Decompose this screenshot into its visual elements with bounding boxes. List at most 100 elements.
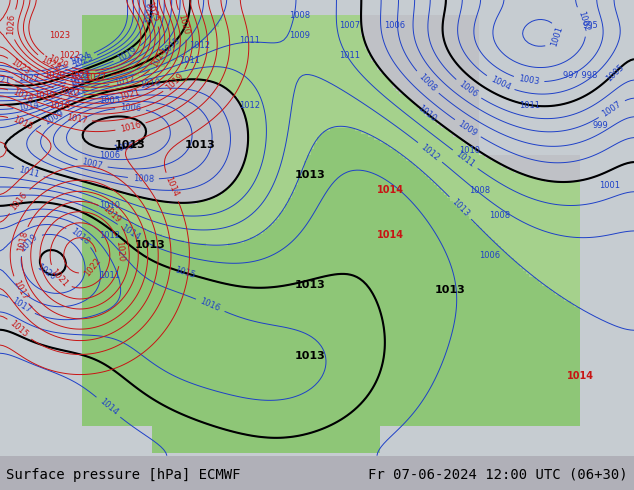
Text: 1005: 1005	[604, 62, 626, 83]
Text: 1011: 1011	[240, 36, 261, 45]
Text: 1006: 1006	[100, 151, 120, 160]
Text: 1005: 1005	[113, 142, 136, 154]
Text: Surface pressure [hPa] ECMWF: Surface pressure [hPa] ECMWF	[6, 467, 241, 482]
Text: 1004: 1004	[489, 75, 512, 92]
Text: 1011: 1011	[519, 100, 541, 110]
Text: 1009: 1009	[290, 30, 311, 40]
Text: 1019: 1019	[18, 232, 39, 253]
Text: 1016: 1016	[68, 74, 91, 90]
Text: 1014: 1014	[17, 99, 40, 113]
Text: 1019: 1019	[34, 91, 56, 99]
Text: 1013: 1013	[184, 140, 216, 150]
Text: 1005: 1005	[100, 96, 120, 105]
Text: 1011: 1011	[179, 55, 200, 65]
Text: 1013: 1013	[295, 350, 325, 361]
Text: 1012: 1012	[240, 100, 261, 110]
Text: 1024: 1024	[150, 47, 169, 70]
Text: 1020: 1020	[146, 1, 157, 23]
Text: 1026: 1026	[6, 14, 16, 35]
Text: 1014: 1014	[98, 397, 119, 417]
Text: 1018: 1018	[68, 226, 91, 246]
Text: 1022: 1022	[60, 50, 81, 60]
Text: 1014: 1014	[119, 223, 142, 243]
Text: 1014: 1014	[377, 185, 403, 196]
Text: 1013: 1013	[295, 170, 325, 180]
Text: 1024: 1024	[68, 51, 91, 67]
Text: 1008: 1008	[469, 186, 491, 195]
Text: 1027: 1027	[85, 72, 107, 82]
Text: 1014: 1014	[567, 370, 593, 381]
Text: 1023: 1023	[49, 30, 70, 40]
Text: 1020: 1020	[35, 262, 57, 282]
Text: 1003: 1003	[518, 74, 540, 87]
Text: 1008: 1008	[133, 174, 154, 184]
Text: 1008: 1008	[489, 211, 510, 220]
Text: 1023: 1023	[72, 53, 94, 69]
Text: 1017: 1017	[68, 72, 91, 87]
Text: 1021: 1021	[70, 71, 91, 79]
Text: 1013: 1013	[134, 241, 165, 250]
Text: 1009: 1009	[43, 108, 65, 126]
Text: Fr 07-06-2024 12:00 UTC (06+30): Fr 07-06-2024 12:00 UTC (06+30)	[368, 467, 628, 482]
Text: 1020: 1020	[176, 13, 191, 36]
Text: 1016: 1016	[9, 190, 29, 212]
Text: 1012: 1012	[100, 231, 120, 240]
Text: 1018: 1018	[49, 100, 70, 110]
Text: 1028: 1028	[39, 54, 62, 73]
Text: 1018: 1018	[16, 230, 30, 253]
Text: 1018: 1018	[69, 69, 92, 84]
Text: 1011: 1011	[339, 50, 361, 60]
Text: 999: 999	[592, 121, 608, 130]
Text: 1006: 1006	[120, 103, 141, 113]
Text: 1015: 1015	[11, 115, 34, 132]
Text: 1025: 1025	[144, 1, 160, 24]
Text: 1022: 1022	[82, 256, 103, 278]
Text: 1019: 1019	[165, 71, 186, 92]
Text: 1011: 1011	[454, 149, 476, 169]
Text: 1010: 1010	[416, 103, 438, 123]
Text: 1007: 1007	[600, 99, 623, 119]
Text: 1012: 1012	[113, 74, 136, 88]
Text: 1022: 1022	[58, 85, 80, 98]
Text: 1007: 1007	[81, 157, 104, 171]
Text: 1014: 1014	[164, 175, 181, 198]
Text: 1022: 1022	[18, 74, 39, 83]
Text: 1006: 1006	[457, 79, 479, 99]
Text: 1017: 1017	[65, 113, 87, 125]
Text: 1006: 1006	[479, 251, 501, 260]
Text: 1021: 1021	[118, 88, 141, 102]
Text: 997 998: 997 998	[563, 71, 597, 79]
Text: 1012: 1012	[419, 142, 441, 162]
Text: 1020: 1020	[44, 71, 65, 79]
Text: 1013: 1013	[115, 140, 145, 150]
Text: 1002: 1002	[576, 10, 591, 33]
Text: 1019: 1019	[116, 45, 139, 63]
Text: 1013: 1013	[435, 286, 465, 295]
Text: 1007: 1007	[339, 21, 361, 29]
Text: 1006: 1006	[384, 21, 406, 29]
Text: 1029: 1029	[46, 54, 68, 71]
Text: 1021: 1021	[0, 75, 11, 86]
Text: 995: 995	[582, 21, 598, 29]
Text: 1015: 1015	[174, 266, 196, 280]
Text: 1014: 1014	[377, 230, 403, 241]
Text: 1013: 1013	[450, 197, 471, 219]
Text: 1020: 1020	[114, 240, 126, 262]
Text: 1008: 1008	[290, 10, 311, 20]
Text: 1018: 1018	[11, 87, 34, 104]
Text: 1011: 1011	[100, 271, 120, 280]
Text: 1001: 1001	[600, 181, 621, 190]
Text: 1001: 1001	[550, 25, 565, 48]
Text: 1009: 1009	[456, 119, 479, 138]
Text: 1015: 1015	[8, 319, 30, 340]
Text: 1021: 1021	[48, 268, 69, 289]
Text: 1015: 1015	[160, 35, 181, 56]
Text: 1013: 1013	[295, 280, 325, 291]
Text: 1010: 1010	[460, 146, 481, 155]
Text: 1008: 1008	[417, 72, 438, 93]
Text: 1016: 1016	[119, 120, 142, 134]
Text: 1019: 1019	[101, 204, 122, 224]
Text: 1012: 1012	[190, 41, 210, 49]
Text: 1013: 1013	[65, 84, 88, 100]
Text: 1017: 1017	[11, 279, 29, 302]
